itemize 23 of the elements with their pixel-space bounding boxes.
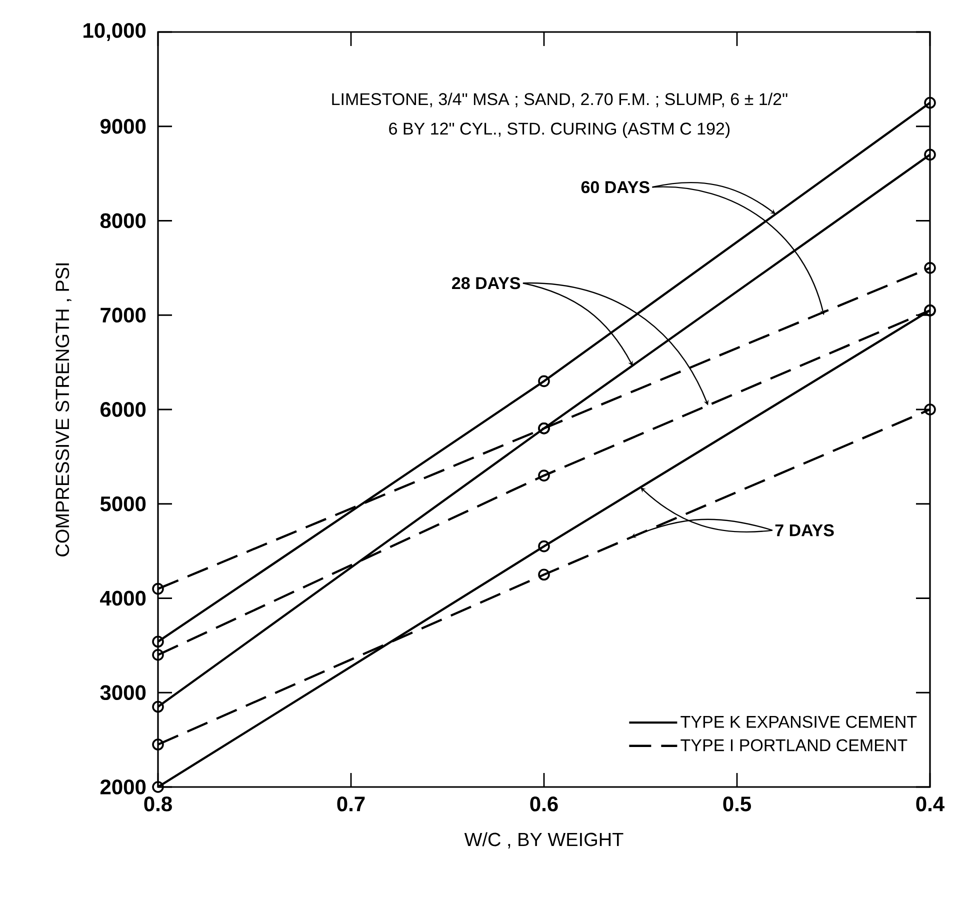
annotation: 6 BY 12" CYL., STD. CURING (ASTM C 192)	[389, 122, 730, 138]
y-tick-label: 2000	[100, 780, 146, 794]
y-axis-title: COMPRESSIVE STRENGTH , PSI	[56, 263, 72, 556]
annotation: 7 DAYS	[775, 524, 834, 536]
x-tick-label: 0.4	[916, 796, 944, 812]
x-axis-title: W/C , BY WEIGHT	[464, 832, 624, 848]
y-tick-label: 4000	[100, 590, 146, 606]
annotation: 28 DAYS	[452, 277, 520, 290]
x-tick-label: 0.5	[723, 796, 751, 812]
y-tick-label: 5000	[100, 496, 146, 512]
annotation: LIMESTONE, 3/4" MSA ; SAND, 2.70 F.M. ; SLUMP, 6 ± 1/2"	[332, 92, 788, 108]
y-tick-label: 8000	[100, 213, 146, 228]
y-tick-label: 6000	[100, 402, 146, 417]
x-tick-label: 0.7	[337, 796, 365, 812]
y-tick-label: 9000	[100, 118, 146, 134]
x-tick-label: 0.6	[530, 796, 558, 812]
y-tick-label: 3000	[100, 685, 146, 700]
y-tick-label: 7000	[100, 308, 146, 323]
annotation: 60 DAYS	[581, 181, 650, 194]
legend-label: TYPE K EXPANSIVE CEMENT	[680, 716, 917, 728]
y-tick-label: 10,000	[84, 23, 146, 41]
x-tick-label: 0.8	[144, 796, 172, 812]
legend-label: TYPE I PORTLAND CEMENT	[680, 739, 908, 752]
